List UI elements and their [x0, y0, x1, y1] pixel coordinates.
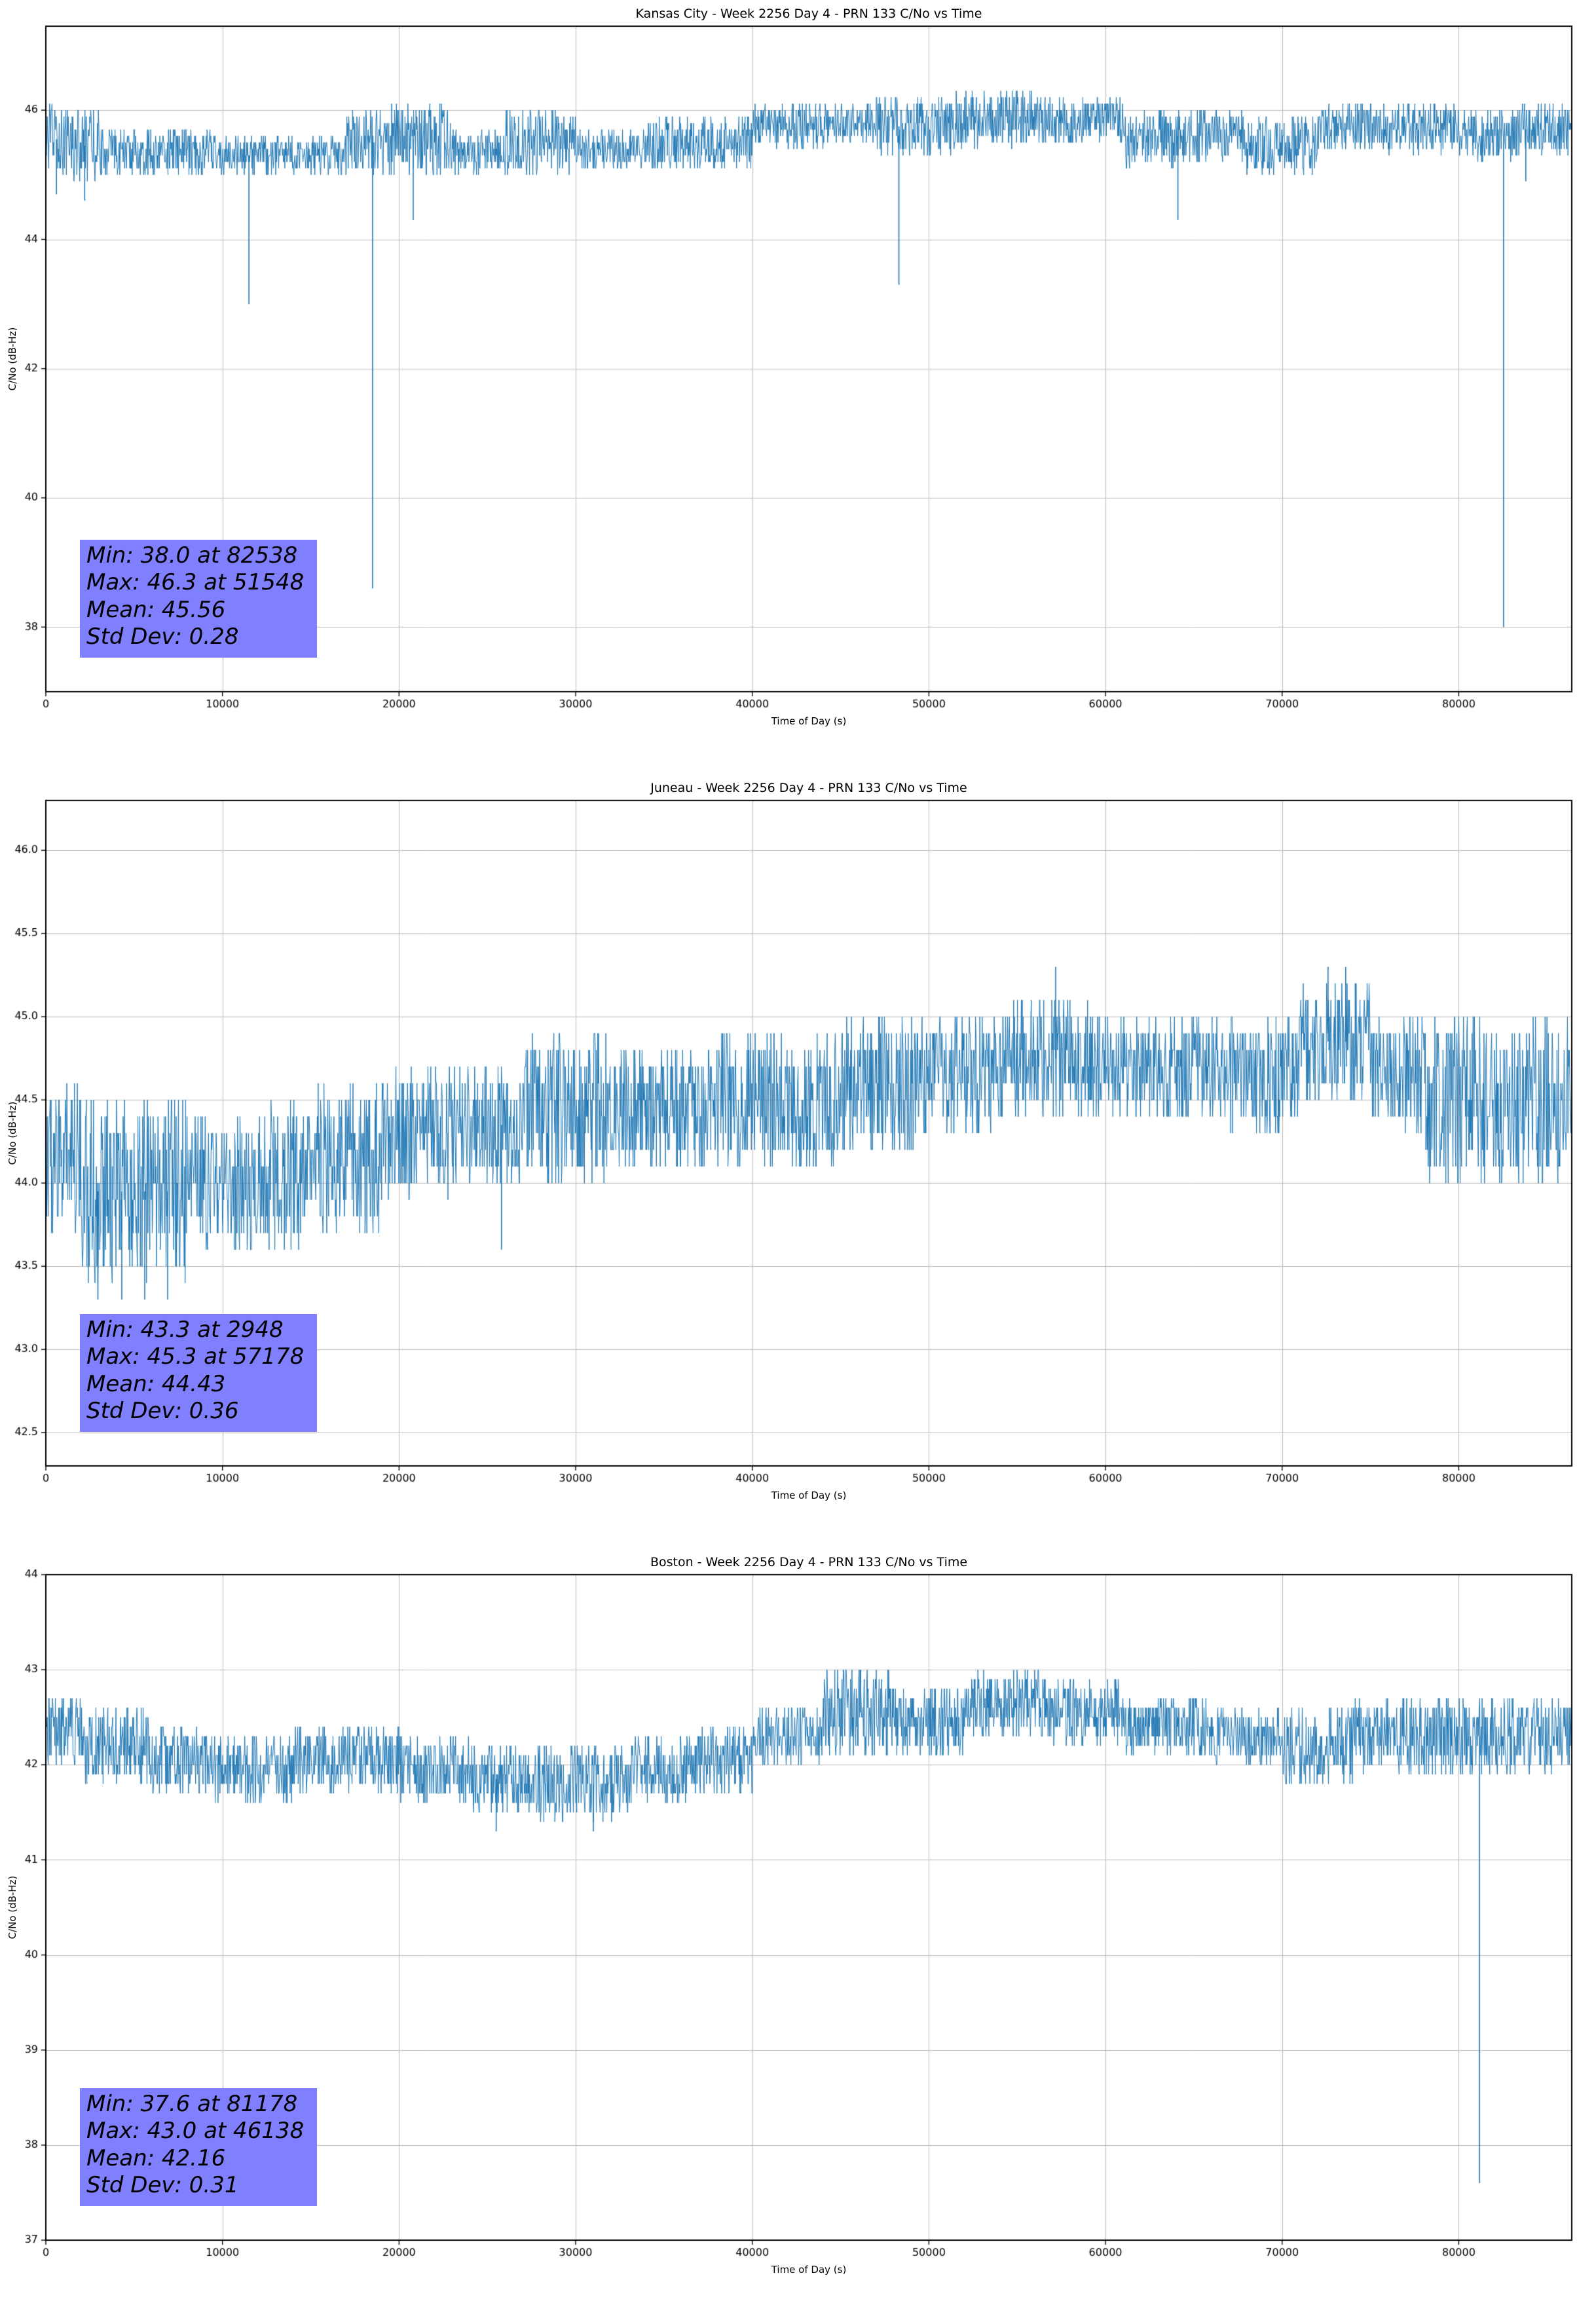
chart-figure-juneau: Juneau - Week 2256 Day 4 - PRN 133 C/No … — [0, 774, 1577, 1548]
juneau-plot-canvas — [0, 774, 1577, 1548]
y-axis-label: C/No (dB-Hz) — [7, 327, 18, 391]
kansas-city-plot-canvas — [0, 0, 1577, 774]
stats-min: Min: 43.3 at 2948 — [86, 1317, 284, 1343]
stats-min: Min: 37.6 at 81178 — [86, 2091, 298, 2117]
x-axis-label: Time of Day (s) — [771, 1490, 847, 1501]
stats-mean: Mean: 45.56 — [86, 596, 226, 623]
x-axis-label: Time of Day (s) — [771, 715, 847, 727]
stats-stddev: Std Dev: 0.31 — [86, 2172, 239, 2199]
boston-plot-canvas — [0, 1548, 1577, 2323]
stats-stddev: Std Dev: 0.36 — [86, 1398, 239, 1425]
stats-stddev: Std Dev: 0.28 — [86, 624, 239, 650]
stats-max: Max: 46.3 at 51548 — [86, 569, 305, 596]
x-axis-label: Time of Day (s) — [771, 2264, 847, 2276]
chart-figure-boston: Boston - Week 2256 Day 4 - PRN 133 C/No … — [0, 1548, 1577, 2323]
stats-max: Max: 45.3 at 57178 — [86, 1343, 305, 1370]
stats-box: Min: 43.3 at 2948 Max: 45.3 at 57178 Mea… — [80, 1314, 318, 1432]
stats-mean: Mean: 42.16 — [86, 2145, 226, 2171]
stats-min: Min: 38.0 at 82538 — [86, 542, 298, 569]
stats-mean: Mean: 44.43 — [86, 1370, 226, 1397]
chart-title: Kansas City - Week 2256 Day 4 - PRN 133 … — [635, 7, 982, 21]
stats-box: Min: 37.6 at 81178 Max: 43.0 at 46138 Me… — [80, 2088, 318, 2206]
chart-title: Juneau - Week 2256 Day 4 - PRN 133 C/No … — [650, 781, 967, 795]
stats-max: Max: 43.0 at 46138 — [86, 2118, 305, 2145]
y-axis-label: C/No (dB-Hz) — [7, 1101, 18, 1165]
y-axis-label: C/No (dB-Hz) — [7, 1875, 18, 1940]
chart-title: Boston - Week 2256 Day 4 - PRN 133 C/No … — [650, 1555, 968, 1569]
chart-figure-kansas-city: Kansas City - Week 2256 Day 4 - PRN 133 … — [0, 0, 1577, 774]
stats-box: Min: 38.0 at 82538 Max: 46.3 at 51548 Me… — [80, 540, 318, 658]
